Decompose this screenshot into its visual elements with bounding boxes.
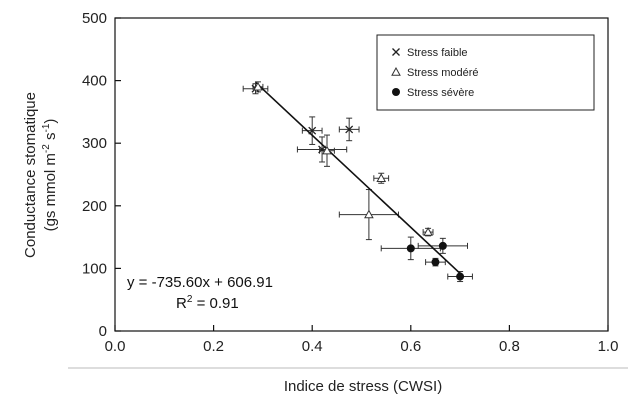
y-axis-label-sup1: -2 bbox=[41, 144, 52, 153]
legend-label-stress-severe: Stress sévère bbox=[407, 87, 474, 99]
r2-superscript: 2 bbox=[187, 294, 193, 305]
data-points bbox=[251, 81, 465, 281]
regression-line bbox=[254, 81, 461, 274]
legend-marker-triangle bbox=[391, 66, 401, 76]
legend-label-stress-modere: Stress modéré bbox=[407, 67, 479, 79]
data-point-circle bbox=[438, 241, 447, 250]
y-axis-label-line1: Conductance stomatique bbox=[22, 92, 39, 258]
y-axis-label-line2-mid: s bbox=[42, 132, 59, 144]
regression-r-squared: R2 = 0.91 bbox=[176, 294, 239, 312]
y-tick-label: 300 bbox=[82, 135, 107, 152]
legend-entry-stress-faible: Stress faible bbox=[392, 47, 468, 59]
legend-box bbox=[376, 34, 595, 111]
legend-x-marker-icon bbox=[392, 48, 400, 56]
data-point-triangle bbox=[364, 209, 374, 219]
x-tick-label: 0.2 bbox=[203, 338, 224, 355]
x-tick-label: 0.0 bbox=[105, 338, 126, 355]
y-tick-label: 200 bbox=[82, 198, 107, 215]
data-point-triangle bbox=[376, 173, 387, 182]
data-point-circle bbox=[456, 272, 465, 281]
y-tick-label: 100 bbox=[82, 260, 107, 277]
r2-suffix: = 0.91 bbox=[192, 295, 238, 312]
data-point-circle bbox=[406, 244, 415, 253]
x-axis-label: Indice de stress (CWSI) bbox=[284, 378, 442, 395]
legend-marker-circle bbox=[392, 88, 400, 96]
legend-triangle-marker-icon bbox=[391, 66, 401, 76]
data-point-circle bbox=[431, 258, 440, 267]
x-axis-ticks: 0.0 0.2 0.4 0.6 0.8 1.0 bbox=[105, 325, 619, 355]
data-point-triangle bbox=[322, 145, 332, 155]
data-point-triangle bbox=[423, 227, 433, 236]
x-tick-label: 0.8 bbox=[499, 338, 520, 355]
x-tick-label: 1.0 bbox=[598, 338, 619, 355]
legend-entry-stress-modere: Stress modéré bbox=[391, 66, 479, 79]
legend-label-stress-faible: Stress faible bbox=[407, 47, 468, 59]
y-tick-label: 400 bbox=[82, 73, 107, 90]
data-point-x bbox=[308, 126, 317, 135]
x-tick-label: 0.6 bbox=[400, 338, 421, 355]
legend-entry-stress-severe: Stress sévère bbox=[392, 87, 474, 99]
legend-circle-marker-icon bbox=[392, 88, 400, 96]
y-axis-label-line2: (gs mmol m-2 s-1) bbox=[41, 119, 59, 232]
y-axis-ticks: 0 100 200 300 400 500 bbox=[82, 10, 121, 340]
legend: Stress faible Stress modéré Stress sévèr… bbox=[376, 34, 595, 111]
data-point-x bbox=[345, 125, 354, 134]
regression-equation: y = -735.60x + 606.91 bbox=[127, 274, 273, 291]
r2-prefix: R bbox=[176, 295, 187, 312]
y-tick-label: 500 bbox=[82, 10, 107, 27]
y-tick-label: 0 bbox=[99, 323, 107, 340]
y-axis-label-line2-prefix: (gs mmol m bbox=[42, 153, 59, 231]
regression-line-group bbox=[254, 81, 461, 274]
data-point-triangle bbox=[253, 81, 263, 91]
legend-marker-x bbox=[392, 48, 400, 56]
y-axis-label: Conductance stomatique (gs mmol m-2 s-1) bbox=[22, 92, 59, 258]
x-tick-label: 0.4 bbox=[302, 338, 323, 355]
y-axis-label-sup2: -1 bbox=[41, 123, 52, 132]
y-axis-label-line2-suffix: ) bbox=[42, 119, 59, 124]
